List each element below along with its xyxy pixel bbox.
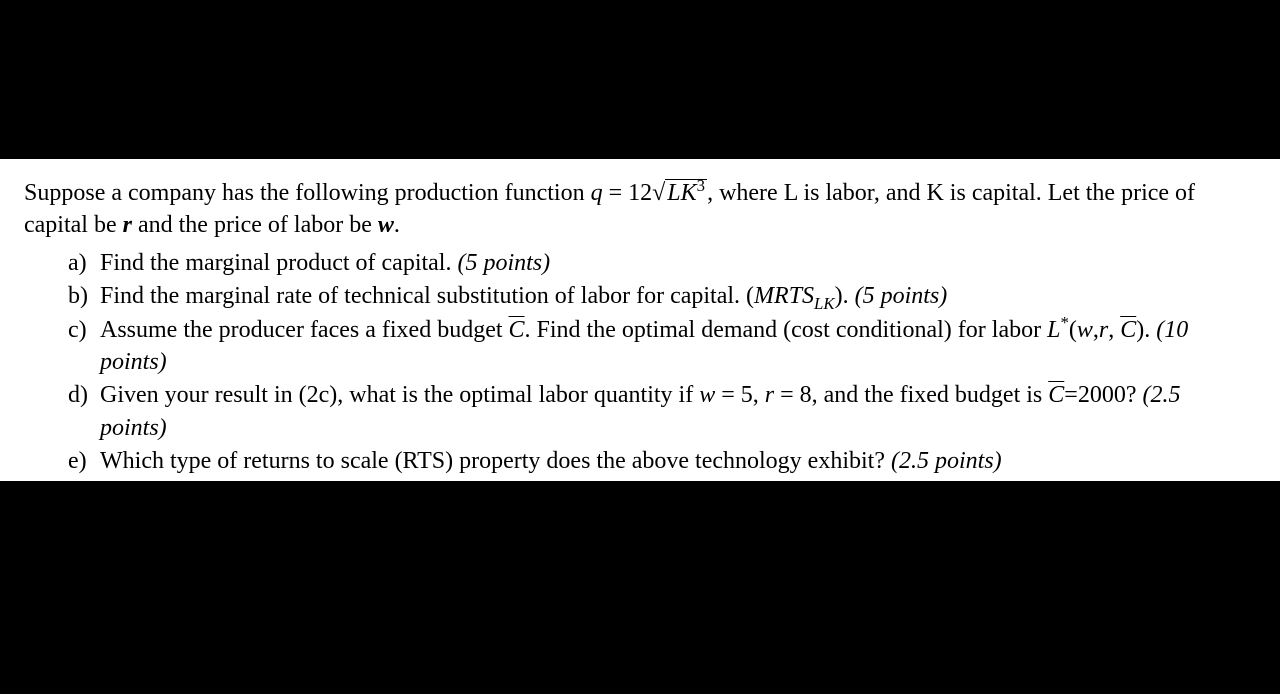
item-text-suffix: . [1144,317,1156,343]
mrts-subscript: LK [814,294,835,313]
item-text-suffix: ). [835,283,855,309]
problem-list: a) Find the marginal product of capital.… [24,247,1252,478]
item-points: (5 points) [457,250,550,276]
c-bar: C [509,317,525,343]
c-bar: C [1048,382,1064,408]
intro-paragraph: Suppose a company has the following prod… [24,177,1252,242]
eq-w: = 5, [715,382,765,408]
item-text-prefix: Given your result in (2c), what is the o… [100,382,699,408]
item-text: Find the marginal product of capital. [100,250,457,276]
equation-coef: 12 [628,180,652,206]
equation-lhs: q [591,180,603,206]
sqrt-content: LK3 [665,179,707,206]
item-label: b) [68,280,88,312]
l-star-sup: * [1060,313,1068,332]
item-text-prefix: Find the marginal rate of technical subs… [100,283,754,309]
item-label: c) [68,314,87,346]
equals-sign: = [603,180,629,206]
item-label: e) [68,445,87,477]
item-text-mid: . Find the optimal demand (cost conditio… [525,317,1048,343]
mrts-symbol: MRTS [754,283,814,309]
intro-suffix3: . [394,212,400,238]
eq-r: = 8, and the fixed budget is [774,382,1048,408]
problem-item-b: b) Find the marginal rate of technical s… [68,280,1252,312]
problem-item-a: a) Find the marginal product of capital.… [68,247,1252,279]
intro-prefix: Suppose a company has the following prod… [24,180,591,206]
sqrt-expression: √LK3 [652,177,707,209]
document-page: Suppose a company has the following prod… [0,159,1280,481]
l-star: L [1047,317,1060,343]
item-label: d) [68,379,88,411]
var-r: r [765,382,774,408]
problem-item-e: e) Which type of returns to scale (RTS) … [68,445,1252,477]
var-w: w [378,212,394,238]
eq-c: =2000? [1064,382,1142,408]
intro-suffix2: and the price of labor be [132,212,378,238]
var-r: r [123,212,132,238]
problem-item-d: d) Given your result in (2c), what is th… [68,379,1252,444]
sqrt-sign-icon: √ [652,180,665,206]
item-text: Which type of returns to scale (RTS) pro… [100,448,891,474]
var-w: w [699,382,715,408]
item-points: (2.5 points) [891,448,1002,474]
problem-item-c: c) Assume the producer faces a fixed bud… [68,314,1252,379]
item-label: a) [68,247,87,279]
item-points: (5 points) [855,283,948,309]
item-text-prefix: Assume the producer faces a fixed budget [100,317,509,343]
